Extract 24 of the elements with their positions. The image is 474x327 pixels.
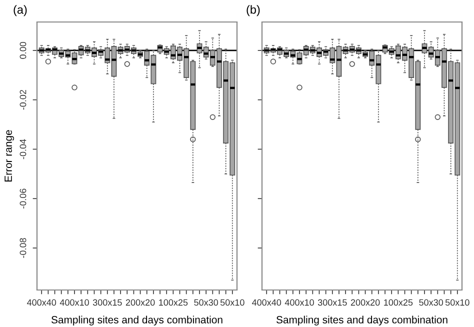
x-tick-label: 100x25 (159, 299, 188, 306)
x-tick-label: 50x10 (445, 299, 470, 306)
y-tick-label: 0.00 (20, 42, 26, 59)
chart-title: (b) (246, 5, 260, 16)
x-tick-label: 50x30 (419, 299, 444, 306)
y-axis-title: Error range (4, 130, 14, 182)
y-tick-label: -0.06 (20, 188, 26, 208)
x-tick-label: 300x15 (318, 299, 347, 306)
y-tick-label: -0.08 (20, 238, 26, 258)
x-tick-label: 400x10 (60, 299, 89, 306)
y-tick-label: -0.04 (20, 139, 26, 160)
chart-title: (a) (14, 5, 27, 16)
x-tick-label: 400x40 (252, 299, 282, 306)
x-tick-label: 100x25 (384, 299, 413, 306)
x-tick-label: 400x40 (27, 299, 56, 306)
x-tick-label: 50x30 (194, 299, 218, 306)
x-tick-label: 200x20 (350, 299, 380, 306)
x-tick-label: 300x15 (92, 299, 122, 306)
x-tick-label: 400x10 (284, 299, 314, 306)
x-axis-title: Sampling sites and days combination (276, 316, 448, 326)
x-tick-label: 200x20 (126, 299, 155, 306)
y-tick-label: -0.02 (20, 90, 26, 110)
x-tick-label: 50x10 (220, 299, 244, 306)
x-axis-title: Sampling sites and days combination (51, 316, 222, 326)
